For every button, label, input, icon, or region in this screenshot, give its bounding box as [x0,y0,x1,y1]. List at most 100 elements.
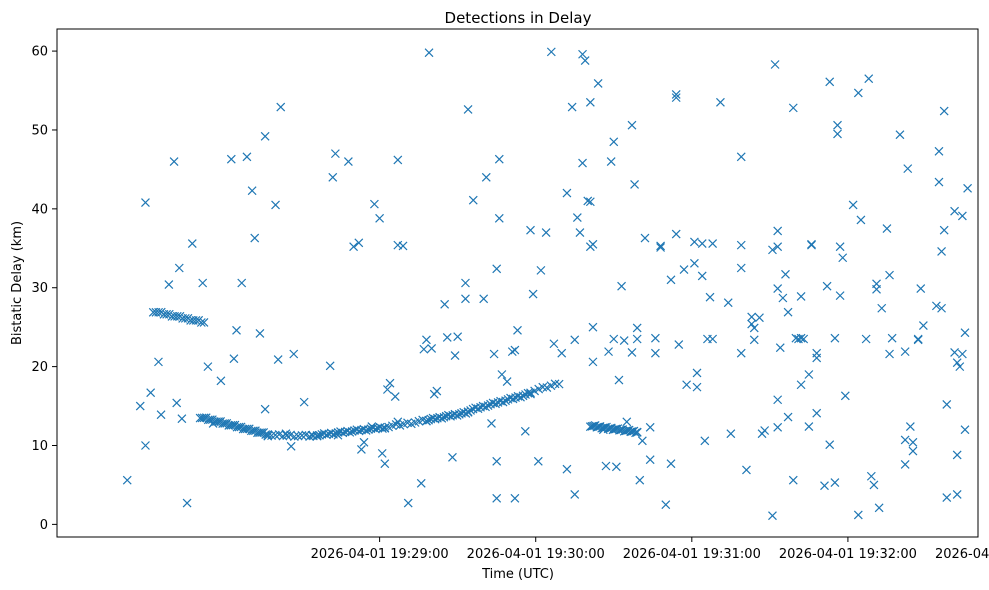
data-point-marker [196,318,206,327]
data-point-marker [903,164,913,174]
data-point-marker [682,380,692,390]
data-point-marker [494,154,504,164]
data-point-marker [461,278,470,288]
data-point-marker [830,333,840,343]
data-point-marker [325,361,335,371]
data-point-marker [271,200,280,210]
data-point-marker [671,229,681,239]
y-tick-label: 60 [31,45,48,60]
data-point-marker [122,475,132,485]
data-point-marker [588,239,598,249]
data-point-marker [177,414,187,424]
x-tick-label: 2026-04-01 19:31:00 [623,547,761,562]
data-point-marker [416,478,426,488]
data-point-marker [661,500,671,510]
data-point-marker [297,431,307,440]
data-point-marker [908,437,918,447]
data-point-marker [463,105,473,114]
data-point-marker [554,379,564,389]
axes-frame [56,28,979,538]
data-point-marker [452,410,462,420]
data-point-marker [501,396,510,406]
data-point-marker [562,188,572,198]
data-point-marker [773,284,783,293]
chart-title: Detections in Delay [445,9,592,27]
data-point-marker [666,275,676,285]
data-point-marker [900,435,910,445]
data-point-marker [588,357,598,367]
data-point-marker [697,239,707,248]
data-point-marker [281,429,291,439]
data-point-marker [788,103,798,113]
data-point-marker [367,422,377,431]
data-point-marker [315,430,324,440]
data-point-marker [385,378,395,388]
data-point-marker [203,362,213,372]
data-point-marker [250,233,260,243]
data-point-marker [286,441,296,451]
data-point-marker [736,240,746,250]
data-point-marker [528,289,538,299]
data-point-marker [848,200,858,210]
data-point-marker [905,422,915,431]
data-point-marker [773,226,783,236]
data-point-marker [799,334,809,344]
data-point-marker [866,471,876,481]
data-point-marker [812,408,822,418]
data-point-marker [442,333,452,342]
data-point-marker [736,152,746,162]
data-point-marker [380,459,390,469]
data-point-marker [226,420,236,430]
data-point-marker [622,417,632,427]
data-point-marker [197,413,207,423]
data-point-marker [934,146,944,156]
data-point-marker [645,455,655,465]
data-point-marker [345,427,355,437]
data-point-marker [226,154,236,164]
data-point-marker [182,498,192,508]
data-point-marker [270,430,280,440]
data-point-marker [422,416,431,426]
data-point-marker [812,353,822,363]
data-point-marker [869,480,879,490]
data-point-marker [273,355,283,364]
data-point-marker [276,102,286,112]
data-point-marker [585,97,595,107]
data-point-marker [135,401,145,411]
data-point-marker [861,334,871,344]
data-point-marker [840,391,850,401]
data-point-marker [263,431,273,441]
data-point-marker [333,430,343,440]
data-point-marker [656,241,666,251]
data-point-marker [518,391,528,401]
data-point-marker [492,456,502,466]
data-point-marker [830,478,840,487]
data-point-marker [617,281,626,291]
data-point-marker [510,493,520,503]
y-axis-label: Bistatic Delay (km) [10,221,25,345]
data-point-marker [835,291,845,301]
data-point-marker [957,211,967,221]
x-tick-label: 2026-04-01 19:30:00 [467,547,605,562]
data-point-marker [583,196,593,206]
data-point-marker [747,319,757,329]
y-tick-label: 10 [31,439,48,454]
data-point-marker [557,348,567,358]
data-point-marker [931,301,941,311]
data-point-marker [611,462,621,472]
data-point-marker [749,335,759,345]
data-point-marker [627,347,637,357]
data-point-marker [550,379,560,389]
data-point-marker [796,333,806,343]
data-point-marker [247,186,257,196]
data-point-marker [916,284,926,293]
data-point-marker [526,225,535,235]
data-point-marker [232,325,241,335]
data-point-marker [874,503,884,513]
data-point-marker [674,340,684,349]
data-point-marker [427,344,437,353]
data-point-marker [796,380,806,390]
data-point-marker [354,238,364,248]
